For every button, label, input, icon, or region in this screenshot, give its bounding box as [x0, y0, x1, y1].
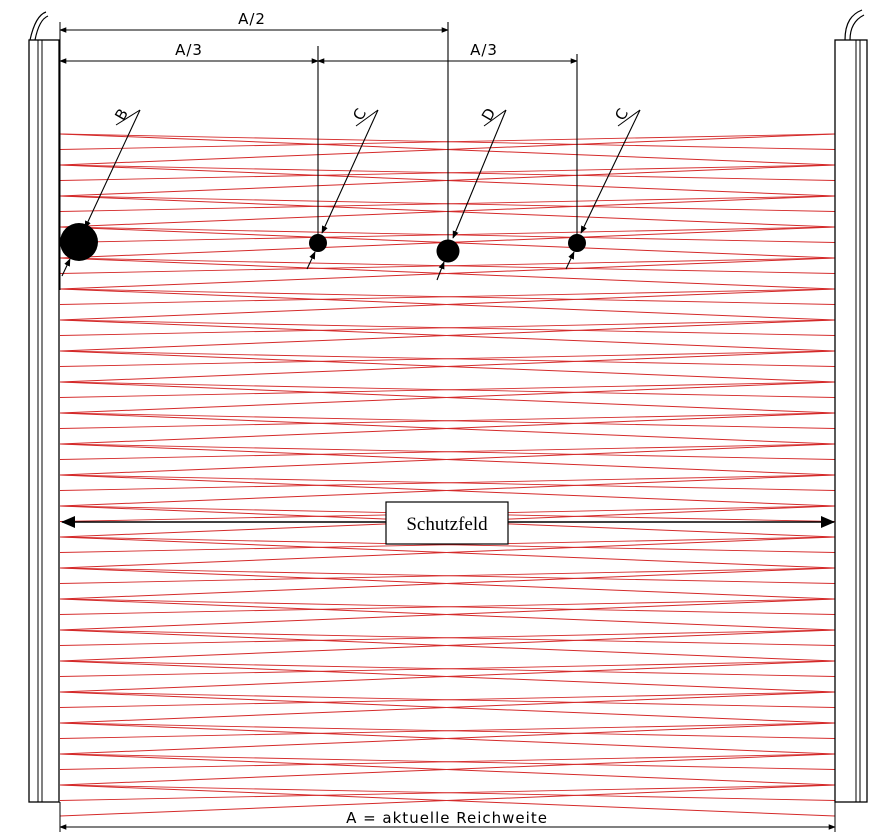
beam-line: [59, 381, 836, 398]
beam-line: [59, 598, 836, 615]
dimension-a-half: A/2: [59, 10, 449, 33]
beam-line: [59, 629, 836, 662]
label-a-third-right: A/3: [470, 41, 498, 59]
beam-line: [59, 319, 836, 352]
test-object-b: [60, 223, 98, 261]
beam-line: [59, 350, 836, 367]
beam-line: [59, 784, 836, 801]
test-object-c-right: [568, 234, 586, 252]
label-c-right: C: [611, 105, 632, 123]
beam-line: [59, 660, 836, 693]
beam-line: [59, 753, 836, 770]
beam-line: [59, 629, 836, 646]
beam-line: [59, 567, 836, 584]
beam-line: [59, 443, 836, 460]
beam-line: [59, 257, 836, 290]
beam-line: [59, 753, 836, 786]
protective-field-box: [385, 501, 509, 545]
right-sensor-column: [834, 9, 868, 803]
beam-line: [59, 691, 836, 708]
beam-line: [59, 536, 836, 553]
label-b: B: [111, 106, 132, 124]
label-protective-field: Schutzfeld: [406, 514, 488, 535]
beam-line: [59, 319, 836, 336]
label-a-half: A/2: [238, 10, 266, 28]
beam-line: [59, 691, 836, 724]
beam-line: [59, 412, 836, 445]
dimension-range: A = aktuelle Reichweite: [59, 802, 836, 832]
right-cable: [844, 9, 863, 41]
beam-line: [59, 381, 836, 414]
label-range: A = aktuelle Reichweite: [346, 809, 548, 827]
beam-line: [59, 722, 836, 739]
beam-line: [59, 288, 836, 305]
left-sensor-column: [28, 11, 60, 803]
label-c-left: C: [349, 105, 370, 123]
beam-line: [59, 257, 836, 274]
left-cable: [29, 11, 47, 41]
dimension-a-third-left: A/3: [59, 41, 319, 64]
beam-line: [59, 443, 836, 476]
beam-line: [59, 474, 836, 507]
dimension-a-third-right: A/3: [317, 41, 578, 64]
beam-line: [59, 288, 836, 321]
beam-line: [59, 567, 836, 600]
beam-line: [59, 350, 836, 383]
beam-line: [59, 722, 836, 755]
beam-line: [59, 412, 836, 429]
protective-field-indicator: Schutzfeld: [61, 501, 835, 545]
beam-line: [59, 536, 836, 569]
beam-line: [59, 598, 836, 631]
beam-line: [59, 784, 836, 817]
label-d: D: [478, 105, 499, 124]
beam-line: [59, 474, 836, 491]
test-object-c-left: [309, 234, 327, 252]
label-a-third-left: A/3: [175, 41, 203, 59]
beam-line: [59, 660, 836, 677]
test-object-d: [436, 239, 460, 263]
